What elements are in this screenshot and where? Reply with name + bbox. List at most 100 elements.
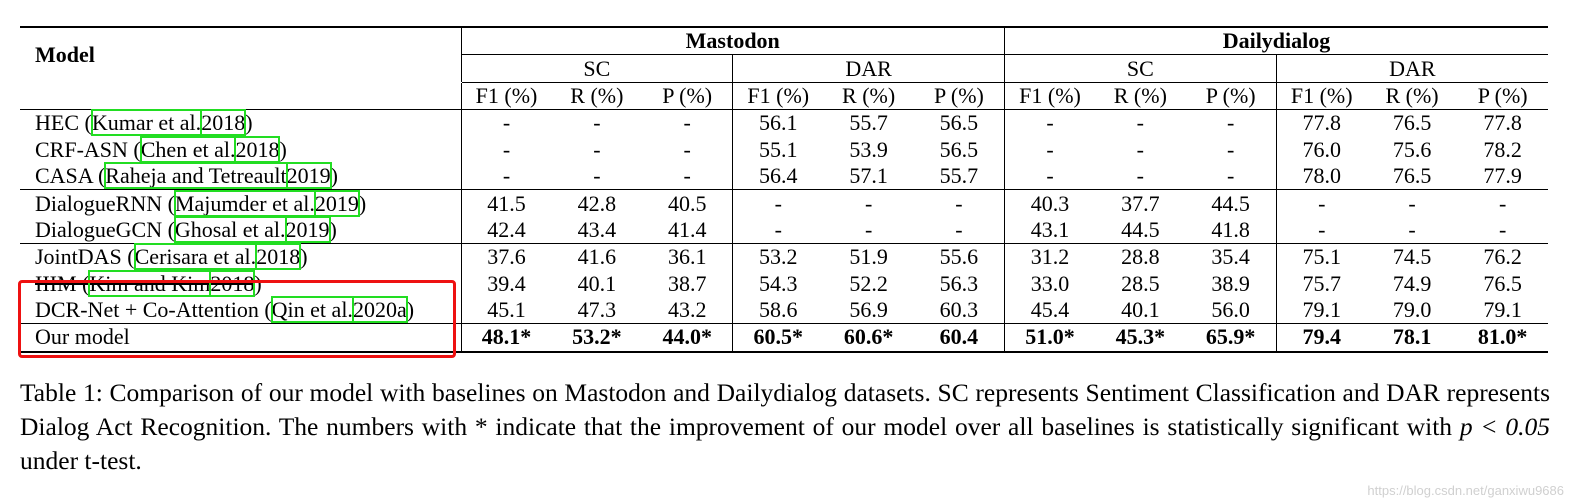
citation-authors[interactable]: Qin et al. bbox=[270, 296, 354, 324]
value-cell: - bbox=[460, 136, 552, 163]
model-name-cell: HEC (Kumar et al.2018) bbox=[20, 109, 461, 137]
value-cell: - bbox=[460, 162, 552, 191]
value-cell: 53.9 bbox=[849, 136, 888, 162]
dataset-header-row: Model Mastodon Dailydialog bbox=[20, 25, 1548, 83]
citation-year[interactable]: 2020a bbox=[351, 296, 408, 324]
value-cell: - bbox=[732, 189, 824, 217]
model-name: DCR-Net + Co-Attention ( bbox=[35, 297, 272, 323]
table-row: HEC (Kumar et al.2018) - - -56.1 55.7 56.5- - -… bbox=[20, 109, 1548, 137]
value-cell: 35.4 bbox=[1211, 244, 1250, 270]
metric-header: F1 (%) bbox=[1003, 82, 1096, 111]
table-body: HEC (Kumar et al.2018) - - -56.1 55.7 56.5- - -… bbox=[20, 109, 1548, 353]
citation-year[interactable]: 2018 bbox=[209, 269, 256, 297]
model-name-cell: DialogueRNN (Majumder et al.2019) bbox=[20, 189, 461, 217]
value-cell: 41.8 bbox=[1185, 216, 1277, 245]
model-name-cell: CASA (Raheja and Tetreault2019) bbox=[20, 162, 461, 191]
table-row: IIIM (Kim and Kim2018) 39.4 40.1 38.7 54.3 52… bbox=[20, 269, 1548, 297]
value-cell: 40.5 bbox=[667, 190, 707, 216]
value-cell: - bbox=[1227, 110, 1235, 136]
model-column-header: Model bbox=[20, 25, 461, 83]
value-cell: 40.3 bbox=[1003, 189, 1096, 217]
value-cell: - bbox=[1185, 162, 1277, 191]
value-cell: 37.6 bbox=[460, 243, 552, 271]
value-cell: 76.2 bbox=[1483, 244, 1522, 270]
model-name-tail: ) bbox=[358, 190, 367, 216]
value-cell: 41.6 bbox=[577, 244, 617, 270]
our-value-cell: 79.4 bbox=[1275, 323, 1367, 353]
metric-header: R (%) bbox=[551, 82, 643, 111]
citation-year[interactable]: 2019 bbox=[313, 189, 360, 217]
our-value-cell: 44.0* bbox=[642, 323, 733, 353]
our-model-row: Our model 48.1* 53.2* 44.0* 60.5* 60.6* 60.4 51… bbox=[20, 323, 1548, 353]
citation-year[interactable]: 2018 bbox=[234, 135, 281, 163]
value-cell: - bbox=[1095, 162, 1186, 191]
model-name-tail: ) bbox=[300, 244, 308, 270]
citation-authors[interactable]: Kim and Kim bbox=[88, 269, 212, 297]
metric-header: R (%) bbox=[823, 82, 914, 111]
value-cell: - bbox=[823, 216, 914, 245]
metric-header-row: F1 (%) R (%) P (%) F1 (%) R (%) P (%) F1 (%) R … bbox=[20, 82, 1548, 111]
results-table: Model Mastodon Dailydialog SC DAR SC DAR… bbox=[20, 25, 1548, 353]
value-cell: 74.9 bbox=[1392, 270, 1432, 296]
value-cell: 60.3 bbox=[939, 297, 979, 323]
citation-authors[interactable]: Raheja and Tetreault bbox=[104, 162, 288, 190]
model-name: CASA ( bbox=[35, 163, 106, 189]
our-value-cell: 45.3* bbox=[1095, 323, 1186, 353]
citation-year[interactable]: 2018 bbox=[200, 109, 247, 137]
value-cell: 56.9 bbox=[849, 297, 888, 323]
value-cell: 75.6 bbox=[1392, 136, 1432, 162]
value-cell: 42.4 bbox=[460, 216, 552, 245]
table-row: DialogueGCN (Ghosal et al.2019) 42.4 43.4 4… bbox=[20, 215, 1548, 245]
value-cell: 54.3 bbox=[732, 270, 824, 297]
caption-text: Table 1: Comparison of our model with ba… bbox=[20, 378, 1550, 441]
value-cell: 79.1 bbox=[1483, 297, 1522, 323]
value-cell: 55.6 bbox=[939, 244, 979, 270]
citation-authors[interactable]: Ghosal et al. bbox=[173, 215, 287, 243]
model-name-tail: ) bbox=[329, 216, 337, 242]
value-cell: - bbox=[593, 136, 601, 162]
task-header-row: SC DAR SC DAR bbox=[20, 54, 1548, 83]
citation-year[interactable]: 2019 bbox=[284, 215, 331, 243]
value-cell: - bbox=[1275, 216, 1367, 245]
watermark: https://blog.csdn.net/ganxiwu9686 bbox=[1367, 483, 1564, 498]
task-header-dar: DAR bbox=[1275, 54, 1548, 83]
citation-year[interactable]: 2019 bbox=[285, 162, 332, 190]
citation-authors[interactable]: Chen et al. bbox=[139, 135, 237, 163]
value-cell: 47.3 bbox=[577, 297, 617, 323]
our-value-cell: 53.2* bbox=[551, 323, 643, 353]
value-cell: 42.8 bbox=[577, 190, 617, 216]
our-value-cell: 60.4 bbox=[913, 323, 1005, 353]
metric-header: F1 (%) bbox=[732, 82, 824, 111]
value-cell: 43.1 bbox=[1003, 216, 1096, 245]
metric-header: F1 (%) bbox=[460, 82, 552, 111]
citation-year[interactable]: 2018 bbox=[255, 243, 302, 271]
value-cell: 40.1 bbox=[1121, 297, 1160, 323]
model-name-cell: DCR-Net + Co-Attention (Qin et al.2020a) bbox=[20, 296, 461, 324]
value-cell: 38.9 bbox=[1211, 270, 1250, 296]
value-cell: 55.1 bbox=[732, 136, 824, 163]
our-value-cell: 48.1* bbox=[460, 323, 552, 353]
citation-authors[interactable]: Kumar et al. bbox=[90, 109, 203, 137]
model-name-tail: ) bbox=[245, 110, 253, 136]
citation-authors[interactable]: Majumder et al. bbox=[173, 189, 316, 217]
value-cell: 78.0 bbox=[1275, 162, 1367, 191]
value-cell: 56.3 bbox=[939, 270, 979, 296]
model-name-cell: CRF-ASN (Chen et al.2018) bbox=[20, 135, 461, 163]
citation-authors[interactable]: Cerisara et al. bbox=[133, 243, 258, 271]
value-cell: 56.5 bbox=[939, 110, 979, 136]
table-row: JointDAS (Cerisara et al.2018) 37.6 41.6 36… bbox=[20, 243, 1548, 271]
metric-header: P (%) bbox=[1457, 82, 1548, 111]
model-name-cell: IIIM (Kim and Kim2018) bbox=[20, 269, 461, 297]
caption-math: p < 0.05 bbox=[1459, 412, 1550, 441]
value-cell: 41.5 bbox=[460, 189, 552, 217]
value-cell: - bbox=[1003, 162, 1096, 191]
value-cell: 56.0 bbox=[1211, 297, 1250, 323]
value-cell: 37.7 bbox=[1121, 190, 1160, 216]
value-cell: 44.5 bbox=[1095, 216, 1186, 245]
value-cell: 76.5 bbox=[1483, 270, 1522, 296]
value-cell: 56.5 bbox=[939, 136, 979, 162]
value-cell: 55.7 bbox=[849, 110, 888, 136]
value-cell: - bbox=[551, 162, 643, 191]
value-cell: 43.2 bbox=[667, 297, 707, 323]
value-cell: 56.1 bbox=[732, 109, 824, 137]
